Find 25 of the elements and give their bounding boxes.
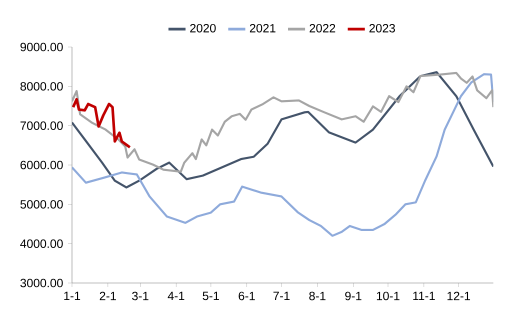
y-tick-label: 9000.00 (20, 42, 63, 52)
y-tick-label: 3000.00 (20, 278, 63, 288)
x-tick-label: 10-1 (376, 292, 400, 300)
x-tick-label: 9-1 (345, 292, 362, 300)
x-tick-label: 5-1 (202, 292, 219, 300)
legend-label: 2023 (369, 24, 395, 32)
line-series (72, 98, 132, 149)
x-tick-label: 1-1 (64, 292, 80, 300)
x-tick-label: 7-1 (273, 292, 290, 300)
y-tick-label: 6000.00 (20, 160, 63, 170)
legend-label: 2020 (190, 24, 216, 32)
legend-label: 2021 (250, 24, 276, 32)
x-tick-label: 4-1 (168, 292, 184, 300)
line-series (72, 73, 494, 237)
y-tick-label: 4000.00 (20, 239, 63, 248)
y-tick-label: 7000.00 (20, 121, 63, 130)
x-tick-label: 6-1 (238, 292, 255, 300)
y-tick-label: 8000.00 (20, 82, 63, 91)
x-tick-label: 11-1 (413, 292, 435, 300)
y-tick-label: 5000.00 (20, 200, 63, 209)
x-tick-label: 12-1 (448, 292, 470, 300)
x-tick-label: 3-1 (132, 292, 148, 300)
legend-label: 2022 (310, 24, 336, 32)
x-tick-label: 8-1 (309, 292, 326, 300)
x-tick-label: 2-1 (100, 292, 116, 300)
